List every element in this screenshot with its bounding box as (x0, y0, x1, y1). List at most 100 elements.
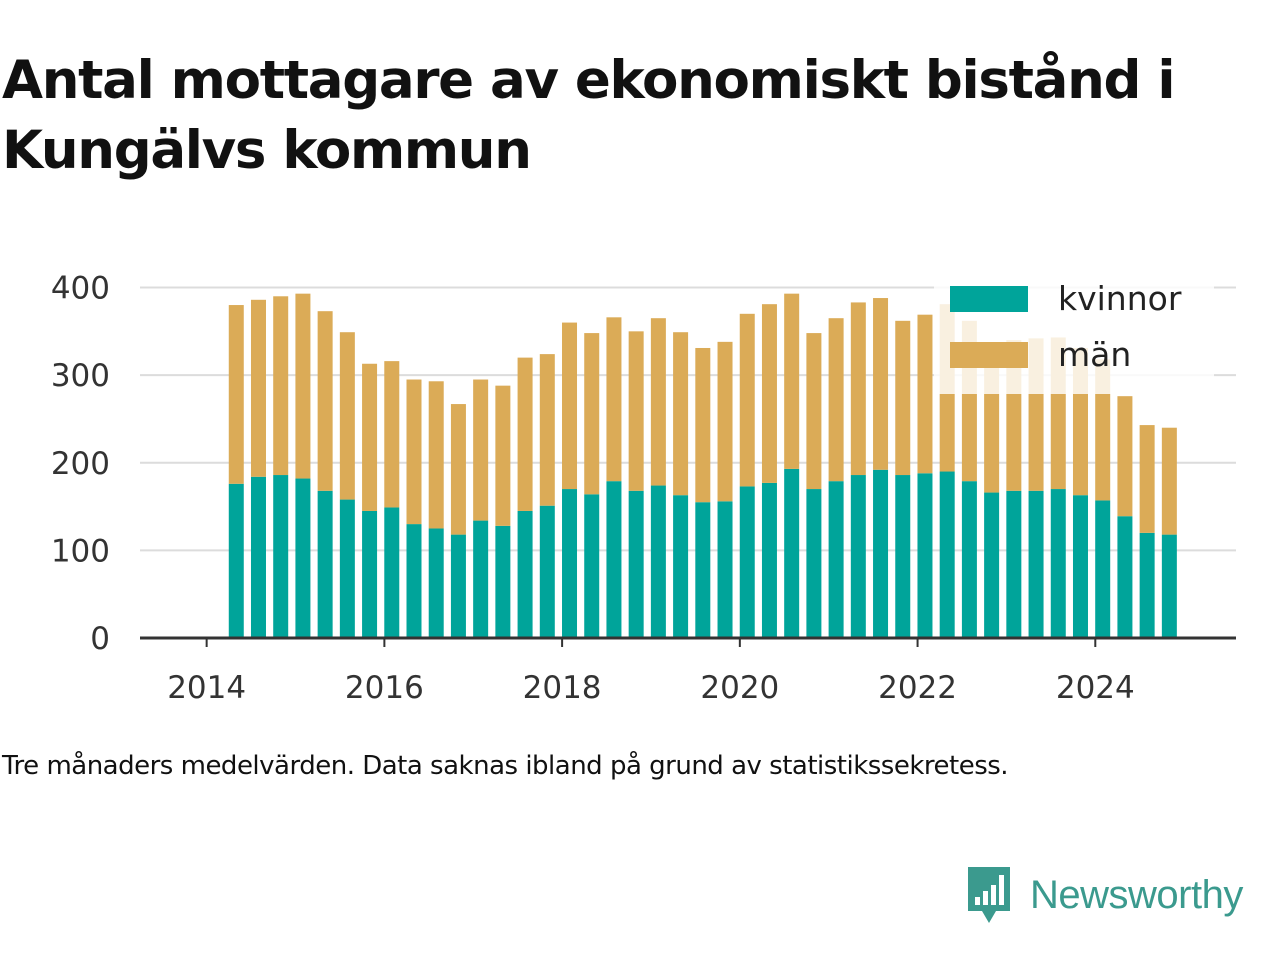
bar-m-n (273, 296, 289, 476)
bar-kvinnor (761, 482, 777, 638)
bar-kvinnor (562, 489, 578, 638)
bar-m-n (828, 318, 844, 482)
bar-m-n (495, 385, 511, 526)
bar-kvinnor (250, 476, 266, 638)
bar-m-n (295, 293, 311, 479)
bar-kvinnor (450, 534, 466, 638)
bar-kvinnor (806, 489, 822, 638)
bar-m-n (761, 304, 777, 483)
bar-m-n (873, 298, 889, 470)
bar-m-n (739, 313, 755, 487)
bar-m-n (650, 318, 666, 486)
bar-m-n (784, 293, 800, 469)
bar-m-n (473, 379, 489, 521)
bar-m-n (406, 379, 422, 525)
bar-m-n (628, 331, 644, 491)
legend: kvinnor män (934, 270, 1214, 394)
bar-kvinnor (339, 499, 355, 638)
bar-kvinnor (695, 502, 711, 638)
y-axis: 0 100 200 300 400 (51, 271, 110, 657)
x-tick-label: 2014 (167, 670, 246, 706)
bar-kvinnor (873, 469, 889, 638)
bar-kvinnor (650, 485, 666, 638)
x-tick-label: 2022 (878, 670, 957, 706)
bar-kvinnor (473, 520, 489, 638)
bar-kvinnor (517, 510, 533, 638)
footnote: Tre månaders medelvärden. Data saknas ib… (2, 751, 1009, 781)
bar-m-n (717, 341, 733, 502)
legend-label-kvinnor: kvinnor (1058, 279, 1182, 318)
brand-name: Newsworthy (1030, 872, 1243, 917)
bar-kvinnor (961, 481, 977, 638)
bar-kvinnor (384, 507, 400, 638)
x-axis: 2014 2016 2018 2020 2022 2024 (140, 636, 1236, 706)
y-tick-label: 100 (51, 533, 110, 569)
bar-kvinnor (317, 490, 333, 638)
bar-kvinnor (584, 494, 600, 638)
bar-m-n (695, 347, 711, 503)
bar-kvinnor (1072, 495, 1088, 638)
bar-m-n (895, 320, 911, 476)
x-tick-label: 2024 (1056, 670, 1135, 706)
bar-kvinnor (828, 481, 844, 638)
bar-kvinnor (673, 495, 689, 638)
bar-m-n (917, 314, 933, 474)
chart-title: Antal mottagare av ekonomiskt bistånd i … (2, 50, 1175, 181)
bar-kvinnor (939, 471, 955, 638)
bar-kvinnor (1006, 490, 1022, 638)
y-tick-label: 400 (51, 271, 110, 307)
bar-kvinnor (1095, 500, 1111, 638)
bar-kvinnor (628, 490, 644, 638)
legend-label-m-n: män (1058, 335, 1131, 374)
bar-m-n (228, 305, 244, 484)
bar-m-n (806, 333, 822, 490)
legend-swatch-m-n (950, 342, 1028, 368)
bar-kvinnor (1161, 534, 1177, 638)
bar-m-n (1139, 425, 1155, 533)
bar-kvinnor (739, 486, 755, 638)
bar-kvinnor (784, 468, 800, 638)
bar-kvinnor (539, 505, 555, 638)
bar-m-n (1095, 359, 1111, 501)
bar-m-n (517, 357, 533, 511)
bar-m-n (250, 299, 266, 477)
bar-m-n (606, 317, 622, 482)
bar-m-n (562, 322, 578, 490)
legend-swatch-kvinnor (950, 286, 1028, 312)
bar-kvinnor (273, 475, 289, 638)
y-tick-label: 0 (90, 621, 110, 657)
bar-m-n (362, 363, 378, 511)
bar-m-n (673, 332, 689, 496)
bar-kvinnor (228, 483, 244, 638)
x-tick-label: 2020 (700, 670, 779, 706)
bar-m-n (428, 381, 444, 529)
bar-m-n (850, 302, 866, 476)
bar-kvinnor (895, 475, 911, 638)
bar-kvinnor (495, 525, 511, 638)
bar-m-n (339, 332, 355, 500)
bar-kvinnor (917, 473, 933, 638)
bar-m-n (1117, 396, 1133, 517)
bar-kvinnor (295, 478, 311, 638)
bar-m-n (584, 333, 600, 495)
bar-m-n (317, 311, 333, 491)
bar-kvinnor (1050, 489, 1066, 638)
bar-kvinnor (717, 501, 733, 638)
y-tick-label: 300 (51, 358, 110, 394)
bar-kvinnor (1028, 490, 1044, 638)
newsworthy-logo-icon (968, 867, 1010, 923)
bar-kvinnor (406, 524, 422, 638)
y-tick-label: 200 (51, 446, 110, 482)
chart: kvinnor män 2014 2016 2018 2020 2022 2024 0 100… (51, 270, 1236, 706)
bar-kvinnor (1139, 532, 1155, 638)
bar-m-n (1161, 427, 1177, 535)
brand-logo[interactable]: Newsworthy (964, 862, 1243, 928)
bar-m-n (450, 404, 466, 535)
bar-kvinnor (1117, 516, 1133, 638)
bar-kvinnor (606, 481, 622, 638)
x-tick-label: 2018 (523, 670, 602, 706)
bar-kvinnor (428, 528, 444, 638)
bar-m-n (539, 354, 555, 506)
bar-kvinnor (984, 492, 1000, 638)
bar-m-n (384, 361, 400, 508)
